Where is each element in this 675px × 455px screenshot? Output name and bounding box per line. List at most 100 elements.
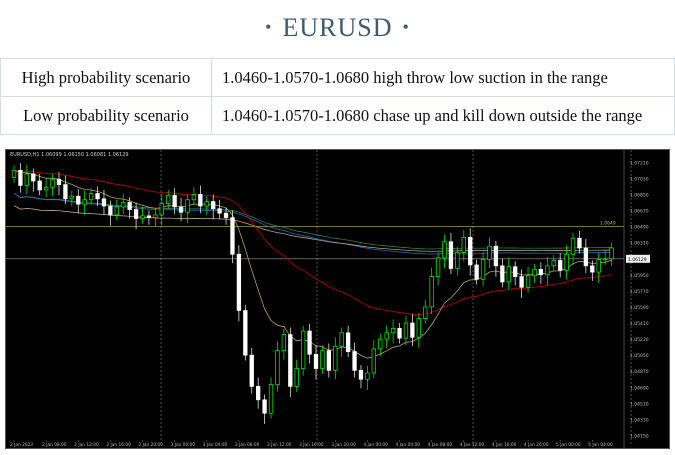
x-tick-label: 3 Jan 12:00 <box>267 442 292 448</box>
candle-body <box>474 264 479 280</box>
y-tick-label: 1.05410 <box>630 321 649 327</box>
x-tick-label: 3 Jan 00:00 <box>171 442 196 448</box>
candle-body <box>82 199 87 205</box>
current-price-label: 1.06129 <box>628 257 647 263</box>
candle-body <box>339 332 344 347</box>
candle-body <box>114 206 119 216</box>
candle-body <box>365 372 370 380</box>
candle-body <box>461 236 466 253</box>
candle-body <box>493 245 499 267</box>
candle-body <box>570 237 576 255</box>
candle-body <box>56 178 62 185</box>
y-tick-label: 1.04870 <box>630 369 649 375</box>
candle-body <box>307 330 312 355</box>
y-tick-label: 1.06490 <box>630 225 649 231</box>
candle-body <box>133 209 139 219</box>
x-tick-label: 4 Jan 04:00 <box>396 442 421 448</box>
price-chart[interactable]: 1.07210 1.07030 1.06850 1.06670 1.06490 1.063… <box>5 149 670 449</box>
title-bullet-left: • <box>265 16 273 37</box>
candle-body <box>532 269 537 277</box>
candle-body <box>275 350 280 385</box>
candle-body <box>159 202 164 216</box>
y-tick-label: 1.04330 <box>630 417 649 423</box>
candle-body <box>416 318 421 338</box>
candle-body <box>146 215 152 218</box>
candle-body <box>609 247 614 260</box>
y-tick-label: 1.06310 <box>630 241 649 247</box>
candle-body <box>31 173 36 182</box>
y-tick-label: 1.05770 <box>630 289 649 295</box>
candle-body <box>178 206 184 213</box>
candle-body <box>403 322 409 339</box>
x-tick-label: 4 Jan 20:00 <box>524 442 549 448</box>
candle-body <box>256 386 261 401</box>
candle-body <box>300 330 306 369</box>
candle-body <box>545 265 550 276</box>
ma-blue-line <box>13 192 612 255</box>
scenario-table: High probability scenario 1.0460-1.0570-… <box>0 58 675 135</box>
candle-body <box>268 384 274 414</box>
candle-body <box>262 399 267 414</box>
candle-body <box>217 208 222 214</box>
candle-body <box>95 193 100 200</box>
x-tick-label: 2 Jan 16:00 <box>106 442 131 448</box>
candle-body <box>371 348 376 374</box>
x-tick-label: 2 Jan 12:00 <box>74 442 99 448</box>
page-title: • EURUSD • <box>0 0 675 56</box>
candle-body <box>172 194 177 208</box>
candle-body <box>320 350 325 369</box>
title-bullet-right: • <box>402 16 410 37</box>
candle-body <box>211 201 216 210</box>
x-tick-label: 3 Jan 16:00 <box>299 442 324 448</box>
y-tick-label: 1.04690 <box>630 385 649 391</box>
candle-body <box>198 194 203 207</box>
y-tick-label: 1.04510 <box>630 401 649 407</box>
candle-body <box>468 236 473 266</box>
chart-canvas[interactable]: 1.07210 1.07030 1.06850 1.06670 1.06490 1.063… <box>6 150 669 448</box>
candle-body <box>358 369 364 380</box>
candle-body <box>352 351 357 371</box>
y-tick-label: 1.07210 <box>630 160 649 166</box>
x-tick-label: 2 Jan 2023 <box>10 442 33 448</box>
x-tick-label: 4 Jan 08:00 <box>428 442 453 448</box>
candle-body <box>63 184 68 200</box>
candle-body <box>525 275 531 288</box>
candle-body <box>583 247 589 267</box>
ma-fast-line <box>13 169 612 359</box>
candle-body <box>127 202 132 210</box>
candle-body <box>435 257 441 277</box>
table-row: High probability scenario 1.0460-1.0570-… <box>0 58 675 97</box>
candle-body <box>76 195 81 205</box>
candle-body <box>204 201 209 207</box>
level-label: 1.0649 <box>600 221 616 227</box>
ma-tan-line <box>13 205 612 252</box>
candle-body <box>577 237 582 249</box>
y-tick-label: 1.05950 <box>630 273 649 279</box>
candle-body <box>487 245 492 260</box>
candle-body <box>500 265 505 283</box>
candle-body <box>423 306 428 319</box>
candle-body <box>558 260 563 271</box>
candle-body <box>519 276 524 288</box>
x-tick-label: 3 Jan 20:00 <box>331 442 356 448</box>
y-tick-label: 1.07030 <box>630 176 649 182</box>
candle-body <box>69 195 74 200</box>
x-tick-label: 4 Jan 00:00 <box>363 442 388 448</box>
candle-body <box>18 169 23 186</box>
candle-body <box>390 328 396 334</box>
current-price-tag <box>626 254 650 263</box>
candle-body <box>448 241 454 269</box>
candle-body <box>236 253 242 311</box>
x-tick-label: 5 Jan 04:00 <box>588 442 613 448</box>
candle-body <box>326 350 332 371</box>
candle-body <box>538 269 544 276</box>
scenario-text: 1.0460-1.0570-1.0680 chase up and kill d… <box>211 96 675 135</box>
y-tick-label: 1.05590 <box>630 305 649 311</box>
candle-body <box>191 194 197 201</box>
y-tick-label: 1.04150 <box>630 434 649 440</box>
candle-body <box>397 328 402 339</box>
candle-body <box>101 198 107 207</box>
x-tick-label: 4 Jan 12:00 <box>460 442 485 448</box>
candle-body <box>384 332 389 340</box>
candle-body <box>166 194 171 204</box>
